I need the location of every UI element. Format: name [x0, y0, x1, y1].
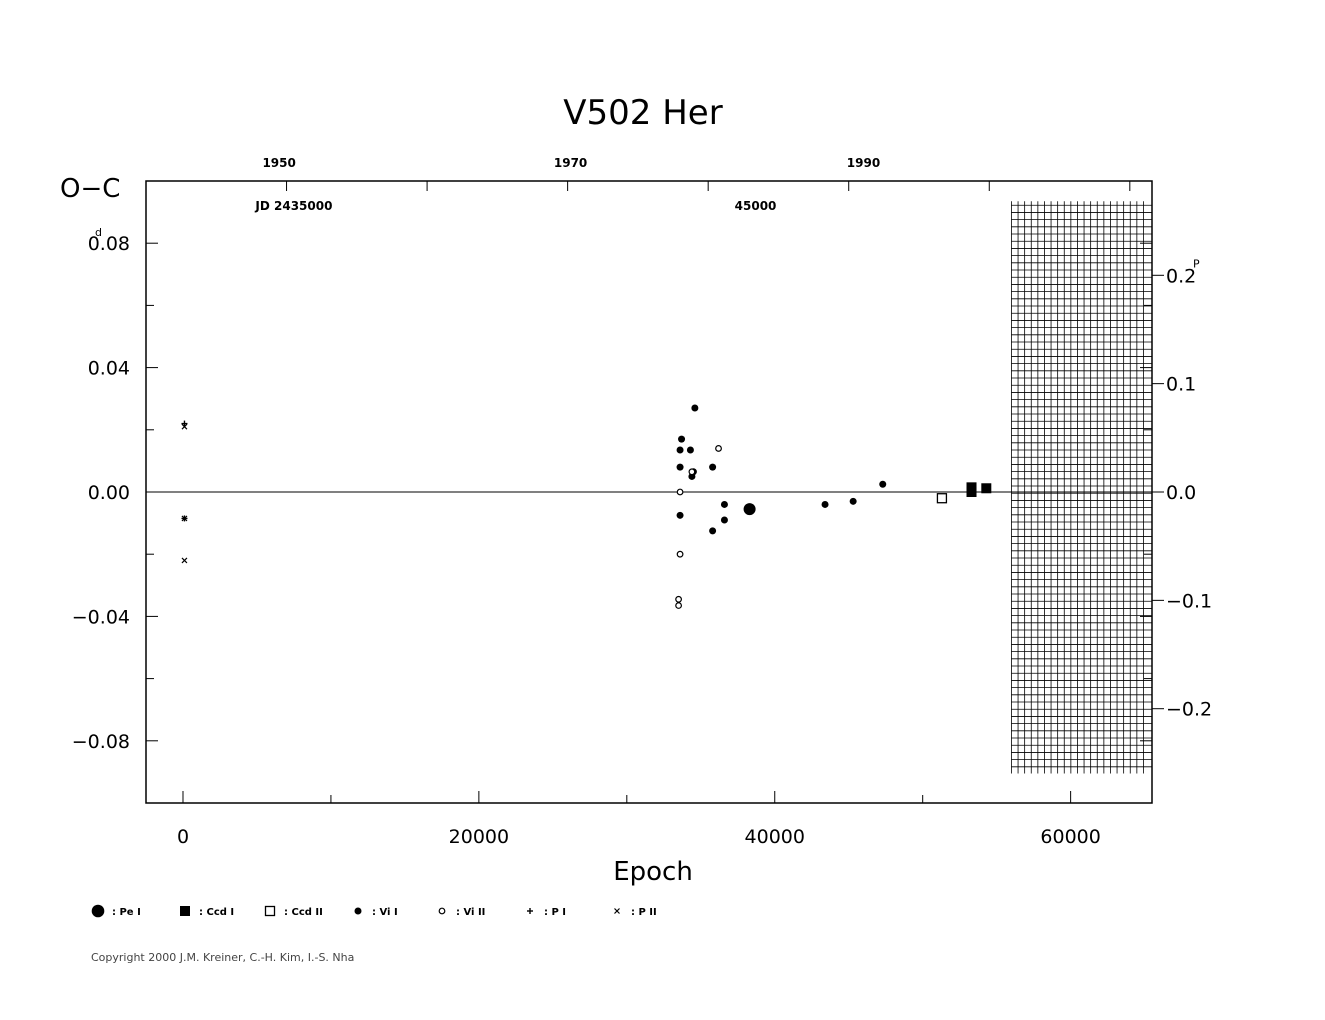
data-point: [676, 550, 684, 558]
y2-tick-label: 0.1: [1166, 374, 1196, 396]
year-label: 1990: [847, 156, 880, 170]
legend: : Pe I : Ccd I : Ccd II : Vi I : Vi II : P I:…: [91, 904, 657, 918]
cross-stroke: [614, 908, 620, 914]
data-point: [675, 595, 682, 603]
data-point: [678, 435, 686, 443]
chart-title: V502 Her: [563, 93, 722, 133]
y2-tick-label: −0.1: [1166, 590, 1212, 612]
legend-label: : Ccd I: [199, 907, 234, 918]
cross-stroke: [181, 423, 188, 430]
data-point: [821, 500, 829, 508]
y-tick-label: −0.08: [72, 731, 130, 753]
copyright-notice: Copyright 2000 J.M. Kreiner, C.-H. Kim, …: [91, 951, 354, 964]
cross-stroke: [181, 557, 188, 564]
x-tick-label: 40000: [745, 826, 805, 848]
data-point: [709, 527, 717, 535]
legend-marker: [438, 907, 446, 915]
legend-marker: [180, 906, 190, 916]
legend-item: : P II: [614, 907, 657, 918]
legend-item: : Ccd II: [264, 905, 323, 918]
legend-label: : P I: [544, 907, 566, 918]
top-x-axis: 1950 1970 1990 JD 2435000 45000: [145, 156, 1131, 213]
y-tick-label: 0.00: [88, 482, 130, 504]
x-tick-label: 20000: [449, 826, 509, 848]
data-point: [709, 463, 717, 471]
data-point: [966, 487, 977, 497]
data-point: [981, 483, 992, 494]
legend-marker: [354, 907, 362, 915]
data-point: [743, 503, 756, 516]
y-axis-title: O−C: [60, 174, 120, 204]
data-points: [181, 404, 992, 609]
legend-label: : Pe I: [112, 907, 141, 918]
right-y-axis: 0.2 0.1 0.0 −0.1 −0.2 P: [1152, 257, 1212, 721]
legend-marker: [264, 905, 276, 917]
y2-tick-label: 0.2: [1166, 265, 1196, 287]
y-tick-label: −0.04: [72, 606, 130, 628]
year-label: 1970: [554, 156, 587, 170]
y-unit-superscript: d: [95, 226, 102, 239]
legend-label: : Vi II: [456, 907, 485, 918]
bottom-x-axis: 0 20000 40000 60000: [177, 791, 1101, 848]
data-point: [720, 500, 728, 508]
y-tick-label: 0.04: [88, 358, 130, 380]
data-point: [181, 423, 188, 430]
data-point: [675, 602, 682, 609]
data-point: [676, 446, 684, 454]
legend-item: : Pe I: [91, 904, 141, 918]
data-point: [715, 445, 722, 452]
year-label: 1950: [262, 156, 295, 170]
legend-label: : Ccd II: [284, 907, 323, 918]
legend-marker: [527, 908, 533, 914]
legend-label: : Vi I: [372, 907, 398, 918]
y2-tick-label: −0.2: [1166, 699, 1212, 721]
jd-label: JD 2435000: [254, 199, 332, 213]
legend-item: : P I: [527, 907, 566, 918]
data-point: [181, 515, 188, 522]
left-y-axis: 0.08 0.04 0.00 −0.04 −0.08 d: [72, 226, 1152, 753]
legend-label: : P II: [631, 907, 657, 918]
data-point: [691, 404, 699, 412]
y2-unit-superscript: P: [1193, 257, 1200, 270]
legend-marker: [91, 904, 105, 918]
data-point: [720, 516, 728, 524]
data-point: [879, 480, 887, 488]
data-point: [688, 468, 696, 476]
legend-item: : Vi I: [354, 907, 398, 918]
data-point: [849, 497, 857, 505]
data-point: [936, 493, 948, 504]
data-point: [181, 420, 188, 427]
x-axis-title: Epoch: [613, 857, 693, 887]
jd-label: 45000: [735, 199, 777, 213]
data-point: [676, 511, 684, 519]
cross-stroke: [181, 515, 188, 522]
data-point: [181, 557, 188, 564]
future-grid-region: [1011, 201, 1152, 774]
legend-item: : Ccd I: [180, 906, 234, 918]
legend-marker: [614, 908, 620, 914]
legend-item: : Vi II: [438, 907, 485, 918]
x-tick-label: 0: [177, 826, 189, 848]
y-tick-label: 0.08: [88, 233, 130, 255]
x-tick-label: 60000: [1040, 826, 1100, 848]
data-point: [676, 488, 684, 496]
y2-tick-label: 0.0: [1166, 482, 1196, 504]
data-point: [686, 446, 694, 454]
data-point: [676, 463, 684, 471]
